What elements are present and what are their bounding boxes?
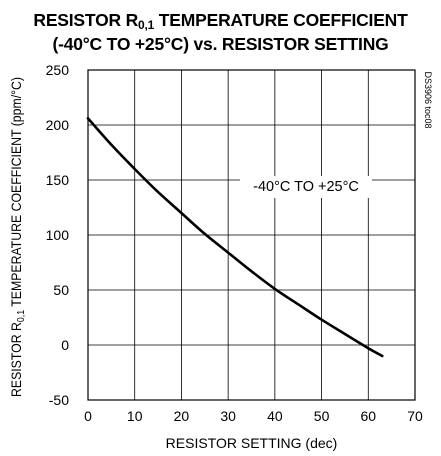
document-code: DS3906 toc08 (423, 71, 433, 128)
y-tick-label: 100 (46, 227, 70, 243)
x-tick-label: 60 (360, 408, 376, 424)
x-axis-label: RESISTOR SETTING (dec) (166, 435, 338, 451)
x-tick-label: 20 (174, 408, 190, 424)
x-tick-label: 30 (220, 408, 236, 424)
x-tick-label: 50 (314, 408, 330, 424)
y-tick-label: -50 (49, 392, 69, 408)
y-tick-label: 250 (46, 62, 70, 78)
series-line (86, 117, 384, 358)
plot-frame (87, 69, 416, 401)
x-tick-label: 10 (127, 408, 143, 424)
y-tick-label: 50 (53, 282, 69, 298)
grid (87, 69, 416, 401)
x-tick-label: 40 (267, 408, 283, 424)
x-tick-label: 0 (84, 408, 92, 424)
chart-title-line1: RESISTOR R0,1 TEMPERATURE COEFFICIENT (33, 10, 408, 32)
y-tick-label: 0 (61, 337, 69, 353)
chart-title-line2: (-40°C TO +25°C) vs. RESISTOR SETTING (52, 34, 389, 54)
y-tick-label: 200 (46, 117, 70, 133)
annotation-background (240, 176, 372, 198)
y-axis-label: RESISTOR R0,1 TEMPERATURE COEFFICIENT (p… (8, 77, 27, 397)
y-tick-labels: -50 0 50 100 150 200 250 (46, 62, 70, 408)
series-annotation: -40°C TO +25°C (253, 179, 359, 195)
x-tick-label: 70 (407, 408, 423, 424)
x-tick-labels: 0 10 20 30 40 50 60 70 (84, 408, 423, 424)
y-tick-label: 150 (46, 172, 70, 188)
